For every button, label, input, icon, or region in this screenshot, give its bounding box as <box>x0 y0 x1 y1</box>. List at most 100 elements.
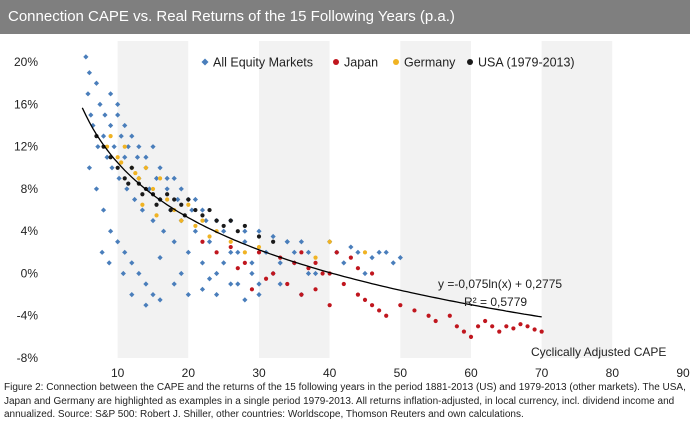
data-point <box>504 324 509 329</box>
data-point <box>327 239 332 244</box>
data-point <box>178 186 184 192</box>
data-point <box>235 229 240 234</box>
data-point <box>154 213 159 218</box>
data-point <box>518 322 523 327</box>
data-point <box>242 223 247 229</box>
data-point <box>146 186 153 192</box>
data-point <box>355 249 361 255</box>
data-point <box>193 207 198 213</box>
data-point <box>206 239 213 245</box>
data-point <box>129 133 135 139</box>
data-point <box>178 270 184 277</box>
data-point <box>85 91 91 97</box>
data-point <box>108 122 114 129</box>
data-point <box>228 244 233 250</box>
data-point <box>186 197 191 202</box>
data-point <box>122 122 128 129</box>
plot-band <box>47 41 118 358</box>
data-point <box>285 281 290 287</box>
x-tick-label: 90 <box>676 366 690 377</box>
legend-label: All Equity Markets <box>213 56 313 70</box>
data-point <box>369 303 375 308</box>
data-point <box>256 228 262 234</box>
data-point <box>249 287 255 292</box>
data-point <box>157 165 163 171</box>
data-point <box>143 281 149 287</box>
data-point <box>192 196 198 203</box>
data-point <box>228 218 233 223</box>
y-tick-label: 20% <box>14 55 38 69</box>
data-point <box>384 313 389 318</box>
data-point <box>475 324 481 329</box>
chart-title: Connection CAPE vs. Real Returns of the … <box>8 8 455 25</box>
data-point <box>299 292 304 297</box>
data-point <box>164 186 170 192</box>
data-point <box>122 154 128 160</box>
data-point <box>171 175 177 181</box>
data-point <box>362 297 368 302</box>
series-japan <box>200 239 544 339</box>
figure-caption: Figure 2: Connection between the CAPE an… <box>4 382 686 420</box>
data-point <box>348 255 353 260</box>
data-point <box>199 207 206 213</box>
data-point <box>150 144 156 150</box>
data-point <box>136 144 142 150</box>
data-point <box>111 144 117 150</box>
data-point <box>116 175 122 181</box>
data-point <box>320 271 325 276</box>
data-point <box>383 249 389 255</box>
y-tick-label: -4% <box>17 309 39 323</box>
data-point <box>150 218 156 224</box>
data-point <box>115 239 121 245</box>
data-point <box>100 207 107 213</box>
data-point <box>143 302 149 308</box>
legend-label: USA (1979-2013) <box>478 56 575 70</box>
trendline <box>81 107 542 318</box>
x-tick-label: 80 <box>606 366 620 377</box>
data-point <box>355 266 361 271</box>
data-point <box>291 249 297 255</box>
data-point <box>362 270 368 277</box>
data-point <box>115 165 120 170</box>
data-point <box>119 160 124 165</box>
y-tick-label: 0% <box>21 266 39 280</box>
data-point <box>120 270 126 277</box>
data-point <box>161 228 167 234</box>
data-point <box>327 303 332 308</box>
data-points <box>83 54 544 339</box>
data-point <box>192 228 198 234</box>
plot-band <box>471 41 542 358</box>
data-point <box>277 281 283 287</box>
x-tick-label: 70 <box>535 366 549 377</box>
data-point <box>200 239 205 244</box>
y-axis-ticks: -8% -4% 0% 4% 8% 12% 16% 20% <box>14 55 38 365</box>
data-point <box>299 250 304 255</box>
data-point <box>99 249 105 255</box>
data-point <box>129 165 134 170</box>
x-tick-label: 50 <box>394 366 408 377</box>
data-point <box>102 112 108 118</box>
data-point <box>185 249 191 255</box>
y-tick-label: -8% <box>17 351 39 365</box>
data-point <box>313 287 318 292</box>
legend-label: Japan <box>344 56 378 70</box>
data-point <box>461 329 467 334</box>
data-point <box>186 202 191 207</box>
y-tick-label: 4% <box>21 224 39 238</box>
data-point <box>376 249 382 255</box>
data-point <box>143 154 149 160</box>
data-point <box>242 297 248 303</box>
legend: All Equity Markets Japan Germany USA (1979-… <box>201 56 575 70</box>
data-point <box>256 292 262 298</box>
data-point <box>132 196 138 203</box>
data-point <box>115 101 121 107</box>
data-point <box>200 218 205 223</box>
data-point <box>168 207 173 213</box>
data-point <box>249 270 255 277</box>
data-point <box>454 324 459 329</box>
data-point <box>256 281 262 287</box>
data-point <box>341 281 346 287</box>
data-point <box>122 176 127 181</box>
x-axis-ticks: 10 20 30 40 50 60 70 80 90 <box>111 366 690 377</box>
data-point <box>143 165 149 170</box>
